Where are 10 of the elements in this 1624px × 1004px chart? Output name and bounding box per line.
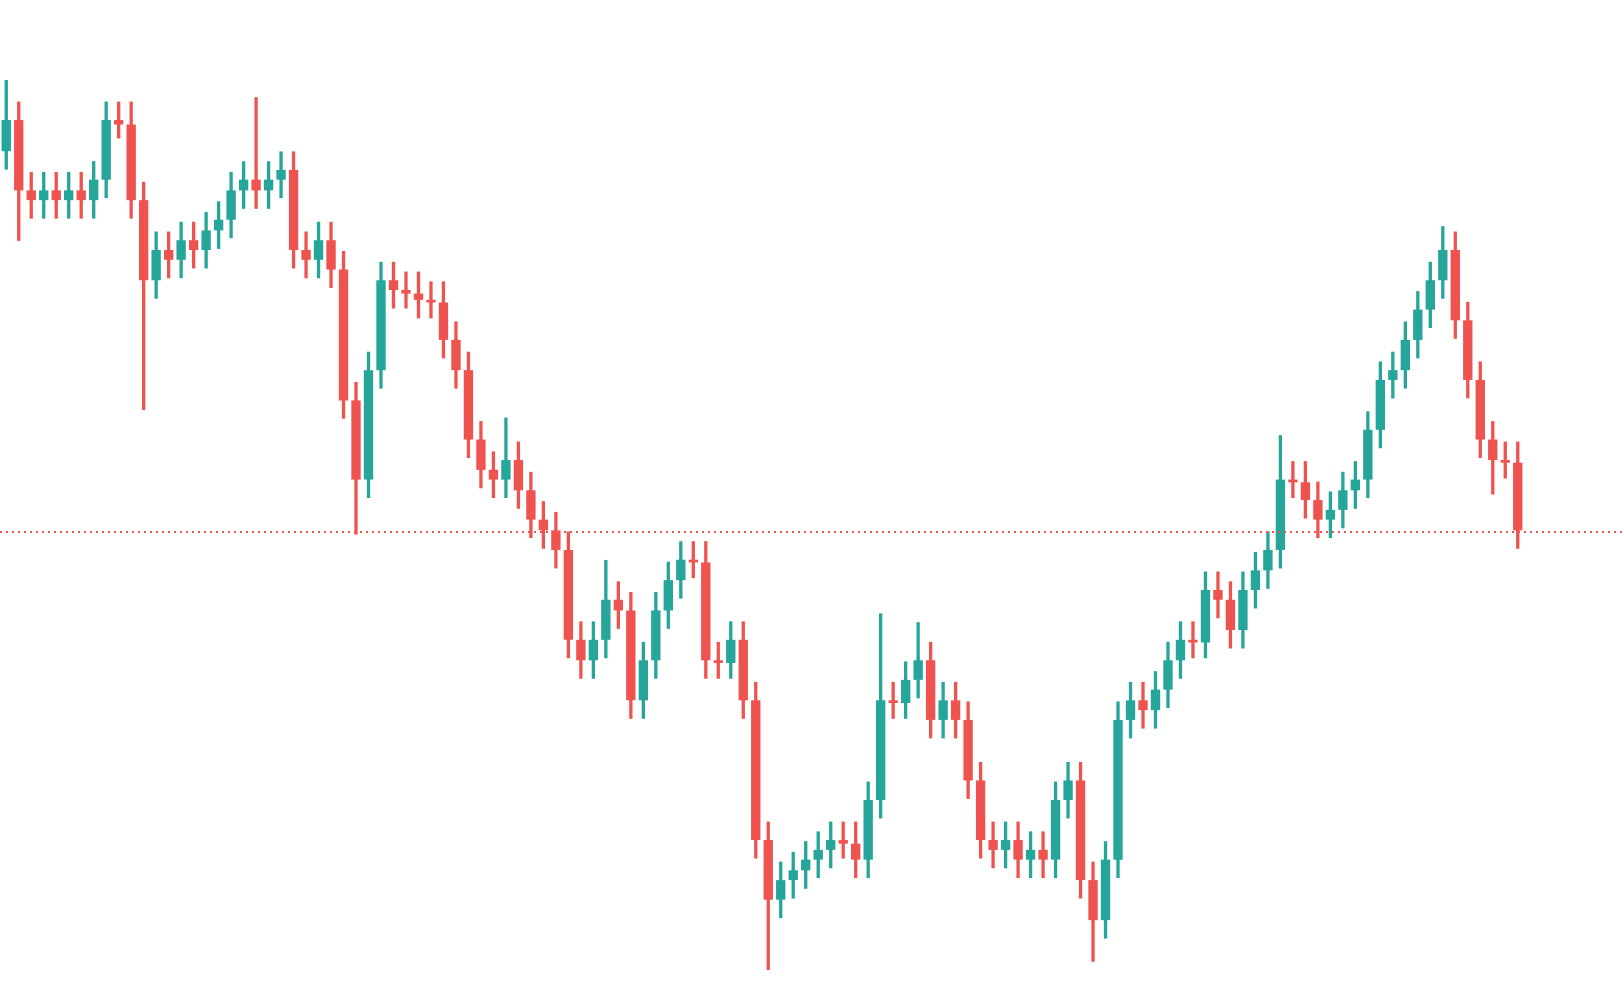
candlestick	[1213, 571, 1223, 619]
candlestick	[401, 271, 411, 309]
candlestick	[1138, 681, 1148, 729]
candlestick	[988, 821, 998, 869]
candlestick	[501, 417, 511, 499]
candlestick	[276, 151, 286, 199]
candlestick	[251, 97, 261, 209]
candlestick	[426, 281, 436, 319]
candlestick	[1038, 831, 1048, 879]
candlestick	[301, 231, 311, 279]
